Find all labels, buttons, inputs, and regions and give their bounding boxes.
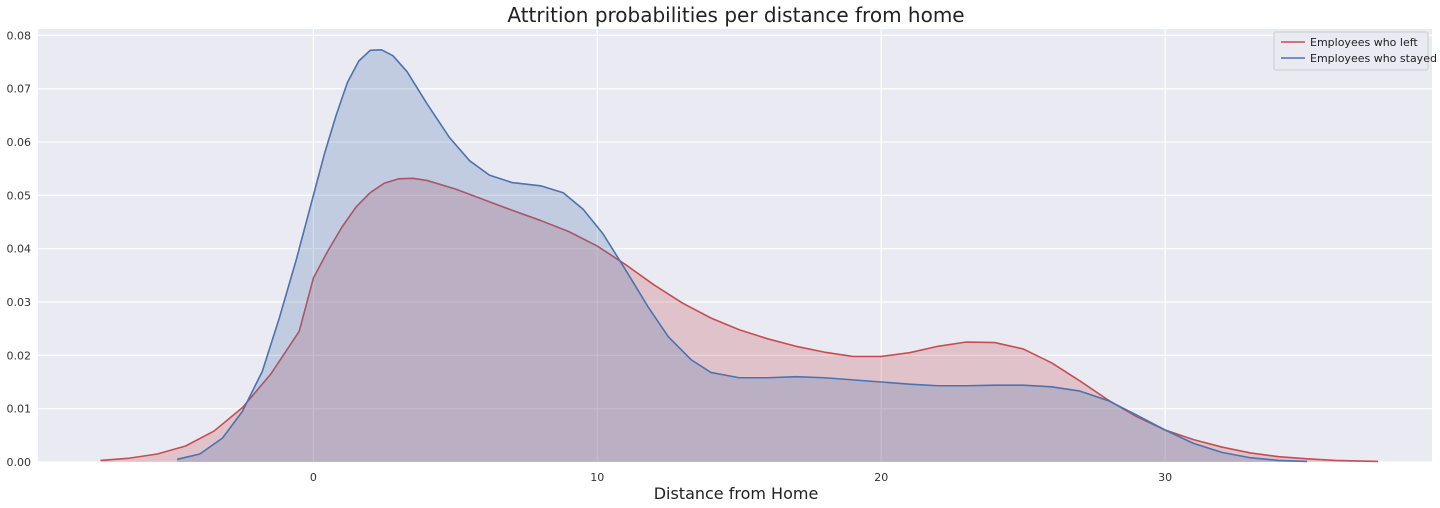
legend-label-left: Employees who left	[1310, 36, 1418, 49]
legend-label-stayed: Employees who stayed	[1310, 52, 1437, 65]
x-axis-label: Distance from Home	[654, 484, 819, 503]
chart-title: Attrition probabilities per distance fro…	[507, 3, 964, 27]
y-tick-label: 0.08	[7, 29, 32, 42]
x-tick-label: 10	[590, 471, 604, 484]
y-tick-label: 0.01	[7, 403, 32, 416]
series-layer	[100, 49, 1379, 463]
y-tick-label: 0.06	[7, 136, 32, 149]
series-line-stayed	[176, 49, 1308, 463]
y-tick-label: 0.05	[7, 189, 32, 202]
x-axis-ticks: 0 10 20 30	[310, 471, 1172, 484]
legend-box	[1273, 31, 1429, 71]
legend: Employees who left Employees who stayed	[1273, 31, 1437, 71]
series-area-left	[100, 178, 1379, 462]
y-tick-label: 0.07	[7, 83, 32, 96]
x-tick-label: 0	[310, 471, 317, 484]
series-line-left	[100, 177, 1379, 463]
y-tick-label: 0.00	[7, 456, 32, 469]
series-area-stayed	[177, 49, 1308, 463]
y-tick-label: 0.02	[7, 349, 32, 362]
x-tick-label: 20	[874, 471, 888, 484]
x-tick-label: 30	[1158, 471, 1172, 484]
y-axis-ticks: 0.00 0.01 0.02 0.03 0.04 0.05 0.06 0.07 0.08	[7, 29, 32, 469]
y-tick-label: 0.04	[7, 243, 32, 256]
y-tick-label: 0.03	[7, 296, 32, 309]
plot-area	[38, 29, 1432, 462]
